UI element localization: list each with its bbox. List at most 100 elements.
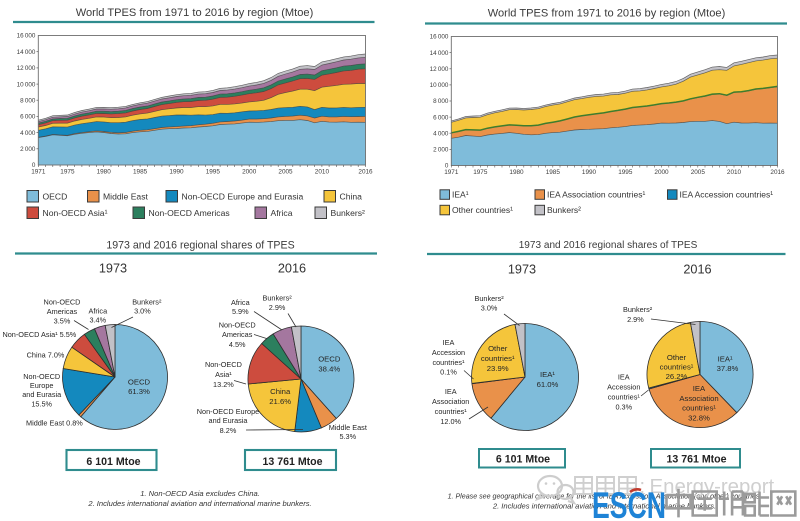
svg-text:2000: 2000 (242, 169, 257, 176)
svg-text:6 101 Mtoe: 6 101 Mtoe (86, 456, 140, 468)
svg-text:Bunkers²: Bunkers² (623, 305, 653, 314)
svg-text:IEA Accession countries¹: IEA Accession countries¹ (680, 190, 774, 200)
svg-text:1980: 1980 (97, 169, 112, 176)
svg-text:China: China (270, 387, 291, 396)
svg-text:IEA: IEA (445, 387, 457, 396)
svg-text:14 000: 14 000 (17, 49, 36, 56)
svg-text:Non-OECD Americas: Non-OECD Americas (149, 208, 230, 218)
svg-text:IEA¹: IEA¹ (718, 354, 733, 363)
svg-text:37.8%: 37.8% (717, 364, 739, 373)
svg-text:5.3%: 5.3% (339, 432, 356, 441)
svg-text:Association: Association (432, 397, 469, 406)
svg-text:4 000: 4 000 (20, 130, 36, 137)
svg-text:3.5%: 3.5% (54, 316, 71, 325)
svg-text:OECD: OECD (128, 378, 151, 387)
svg-text:World TPES from 1971 to 2016 b: World TPES from 1971 to 2016 by region (… (488, 8, 726, 20)
svg-text:3.0%: 3.0% (481, 304, 498, 313)
svg-text:Non-OECD: Non-OECD (219, 320, 256, 329)
svg-text:1985: 1985 (546, 169, 561, 176)
svg-text:Middle East: Middle East (103, 191, 149, 201)
svg-text:1971: 1971 (31, 169, 46, 176)
svg-text:8 000: 8 000 (433, 98, 449, 105)
svg-text:OECD: OECD (318, 355, 341, 364)
svg-text:2000: 2000 (654, 169, 669, 176)
svg-text:China 7.0%: China 7.0% (27, 350, 65, 359)
svg-text:Bunkers²: Bunkers² (132, 298, 162, 307)
svg-text:Bunkers²: Bunkers² (474, 294, 504, 303)
svg-text:12 000: 12 000 (17, 65, 36, 72)
svg-text:and Eurasia: and Eurasia (209, 416, 249, 425)
svg-text:IEA¹: IEA¹ (540, 370, 555, 379)
svg-text:13.2%: 13.2% (213, 380, 234, 389)
svg-text:3.4%: 3.4% (89, 316, 106, 325)
svg-text:4.5%: 4.5% (229, 340, 246, 349)
svg-text:countries¹: countries¹ (435, 407, 468, 416)
svg-text:0.3%: 0.3% (615, 403, 632, 412)
svg-text:Non-OECD Europe and Eurasia: Non-OECD Europe and Eurasia (182, 191, 304, 201)
svg-text:10 000: 10 000 (430, 82, 449, 89)
svg-text:1995: 1995 (206, 169, 221, 176)
svg-text:2010: 2010 (315, 169, 330, 176)
svg-text:6 101 Mtoe: 6 101 Mtoe (496, 454, 550, 466)
svg-text:Other: Other (488, 344, 508, 353)
svg-text:Bunkers²: Bunkers² (331, 208, 366, 218)
svg-text:3.0%: 3.0% (134, 307, 151, 316)
svg-text:2016: 2016 (770, 169, 785, 176)
svg-text:Non-OECD: Non-OECD (44, 297, 81, 306)
svg-text:ESCN: ESCN (592, 485, 666, 521)
svg-text:China: China (340, 191, 363, 201)
svg-text:0: 0 (445, 163, 449, 170)
svg-text:Bunkers²: Bunkers² (262, 293, 292, 302)
svg-text:countries¹: countries¹ (481, 354, 515, 363)
svg-text:countries¹: countries¹ (608, 392, 641, 401)
svg-text:8 000: 8 000 (20, 98, 36, 105)
svg-text:23.9%: 23.9% (487, 364, 509, 373)
svg-text:1985: 1985 (133, 169, 148, 176)
svg-text:countries¹: countries¹ (432, 358, 465, 367)
svg-text:IEA¹: IEA¹ (452, 190, 469, 200)
svg-text:2 000: 2 000 (433, 147, 449, 154)
svg-text::: : (640, 476, 646, 498)
svg-text:1990: 1990 (582, 169, 597, 176)
svg-text:1973 and 2016 regional shares: 1973 and 2016 regional shares of TPES (519, 240, 698, 251)
svg-text:2016: 2016 (683, 262, 711, 276)
svg-text:Middle East: Middle East (329, 423, 367, 432)
svg-text:4 000: 4 000 (433, 130, 449, 137)
svg-text:1975: 1975 (60, 169, 75, 176)
svg-text:2005: 2005 (278, 169, 293, 176)
svg-text:1971: 1971 (444, 169, 459, 176)
svg-text:Accession: Accession (607, 383, 640, 392)
svg-text:Association: Association (679, 394, 718, 403)
svg-text:2. Includes international avia: 2. Includes international aviation and i… (492, 502, 716, 511)
svg-text:13 761 Mtoe: 13 761 Mtoe (262, 456, 322, 468)
svg-text:Non-OECD: Non-OECD (23, 372, 60, 381)
svg-text:Middle East 0.8%: Middle East 0.8% (26, 419, 83, 428)
svg-text:IEA: IEA (618, 373, 630, 382)
svg-text:Non-OECD: Non-OECD (205, 360, 242, 369)
svg-text:IEA: IEA (693, 384, 706, 393)
svg-text:1973: 1973 (508, 262, 536, 276)
svg-text:countries¹: countries¹ (660, 362, 694, 371)
svg-text:14 000: 14 000 (430, 50, 449, 57)
svg-text:1973: 1973 (99, 261, 127, 275)
svg-text:Non-OECD Europe: Non-OECD Europe (197, 407, 259, 416)
svg-text:1. Please see geographical cov: 1. Please see geographical coverage for … (448, 493, 762, 501)
svg-text:IEA Association countries¹: IEA Association countries¹ (547, 190, 645, 200)
svg-text:61.0%: 61.0% (537, 380, 559, 389)
svg-text:13 761 Mtoe: 13 761 Mtoe (666, 454, 726, 466)
svg-text:5.9%: 5.9% (232, 307, 249, 316)
svg-text:2.9%: 2.9% (269, 303, 286, 312)
svg-text:26.2%: 26.2% (666, 372, 688, 381)
svg-text:6 000: 6 000 (433, 114, 449, 121)
svg-text:Asia¹: Asia¹ (215, 370, 232, 379)
svg-text:1975: 1975 (473, 169, 488, 176)
svg-text:38.4%: 38.4% (318, 365, 340, 374)
svg-text:Americas: Americas (47, 307, 78, 316)
svg-text:Other countries¹: Other countries¹ (452, 205, 513, 215)
svg-text:15.5%: 15.5% (31, 400, 52, 409)
svg-text:2. Includes international avia: 2. Includes international aviation and i… (87, 499, 311, 508)
svg-text:1973 and 2016 regional shares: 1973 and 2016 regional shares of TPES (106, 239, 294, 251)
svg-text:Accession: Accession (432, 348, 465, 357)
svg-text:Americas: Americas (222, 330, 253, 339)
svg-text:2.9%: 2.9% (627, 315, 644, 324)
